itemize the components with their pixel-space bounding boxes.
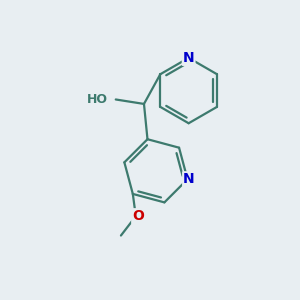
Text: N: N	[183, 51, 194, 65]
Text: N: N	[183, 172, 195, 186]
Text: O: O	[132, 209, 144, 223]
Text: HO: HO	[87, 93, 108, 106]
